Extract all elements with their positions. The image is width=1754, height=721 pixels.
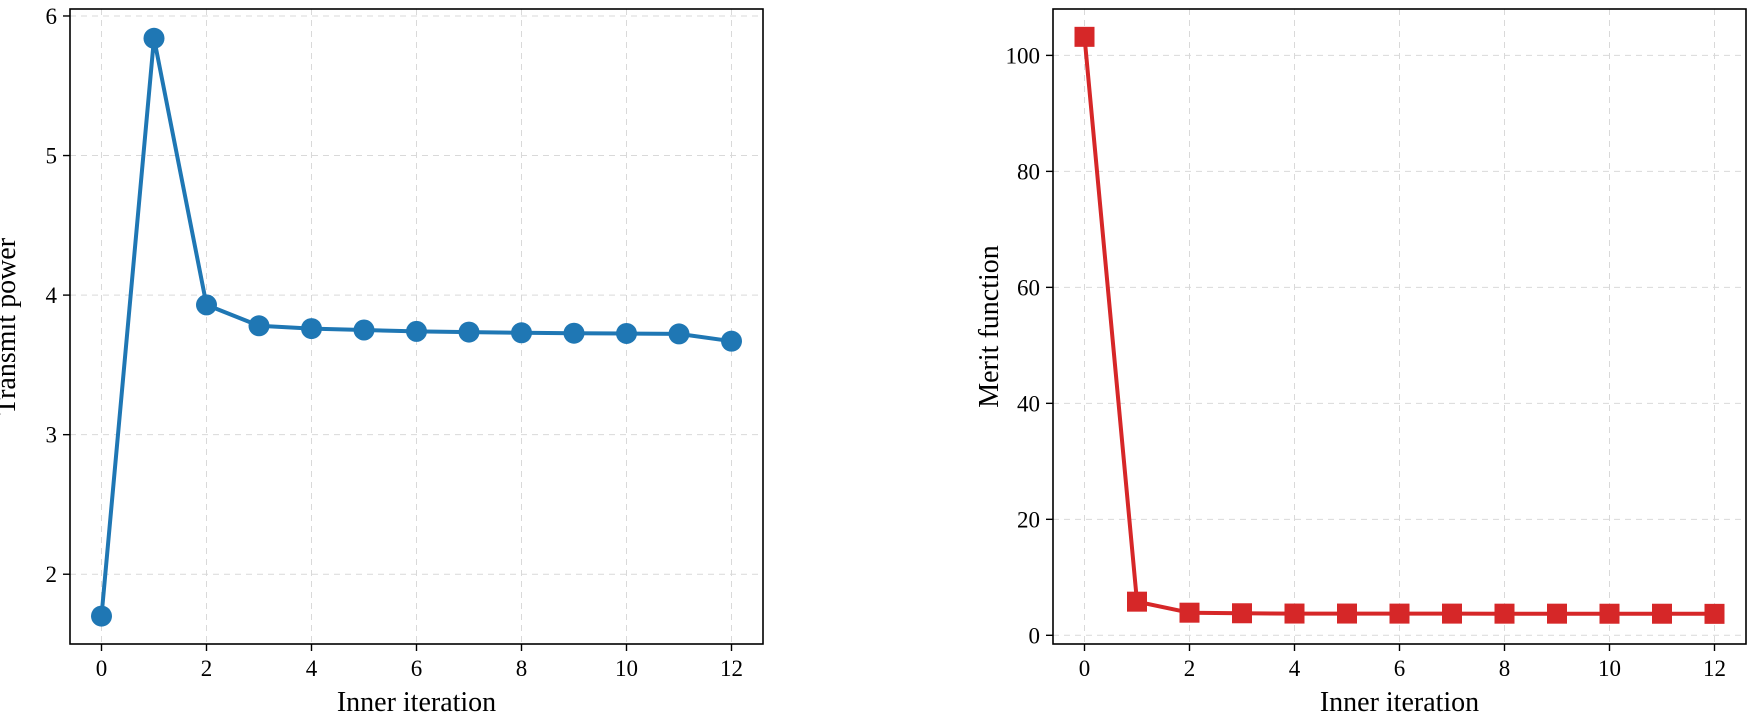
x-tick-label: 4 [1289, 656, 1301, 681]
x-tick-label: 10 [1598, 656, 1621, 681]
y-tick-label: 5 [46, 144, 58, 169]
merit-function-grid [1053, 9, 1746, 644]
x-tick-label: 4 [306, 656, 318, 681]
merit-function-x-ticks: 0 2 4 6 8 10 12 [1079, 644, 1726, 681]
y-tick-label: 80 [1017, 159, 1040, 184]
x-tick-label: 6 [1394, 656, 1406, 681]
x-tick-label: 10 [615, 656, 638, 681]
data-point-circle [301, 318, 322, 340]
transmit-power-x-ticks: 0 2 4 6 8 10 12 [96, 644, 743, 681]
y-tick-label: 40 [1017, 391, 1040, 416]
x-tick-label: 8 [516, 656, 528, 681]
data-point-square [1179, 602, 1200, 623]
merit-function-x-axis-title: Inner iteration [1320, 687, 1479, 718]
data-point-square [1337, 603, 1357, 624]
data-point-circle [406, 320, 427, 342]
data-point-square [1599, 603, 1620, 624]
data-point-circle [91, 605, 112, 627]
x-tick-label: 0 [96, 656, 108, 681]
merit-function-axes-frame [1052, 8, 1747, 645]
x-tick-label: 12 [720, 656, 743, 681]
y-tick-label: 2 [46, 562, 58, 587]
x-tick-label: 12 [1703, 656, 1726, 681]
data-point-square [1284, 603, 1305, 624]
transmit-power-chart: 0 2 4 6 8 10 12 2 3 4 5 6 Inner iteration Transmit po… [0, 4, 764, 718]
y-tick-label: 20 [1017, 507, 1040, 532]
data-point-circle [616, 322, 637, 344]
data-point-circle [721, 330, 742, 352]
x-tick-label: 2 [1184, 656, 1196, 681]
data-point-square [1547, 603, 1567, 624]
y-tick-label: 4 [46, 283, 58, 308]
data-point-circle [668, 323, 690, 345]
data-point-square [1442, 603, 1462, 624]
y-tick-label: 0 [1029, 623, 1041, 648]
y-tick-label: 6 [46, 4, 58, 29]
merit-function-chart: 0 2 4 6 8 10 12 0 20 40 60 80 100 Inner iteration Meri… [974, 8, 1747, 718]
data-point-circle [143, 27, 165, 49]
transmit-power-y-axis-title: Transmit power [0, 237, 22, 415]
data-point-square [1232, 603, 1252, 624]
transmit-power-markers [91, 27, 742, 627]
data-point-square [1704, 603, 1725, 624]
transmit-power-grid [70, 9, 763, 644]
data-point-square [1389, 603, 1410, 624]
data-point-square [1074, 26, 1095, 47]
data-point-square [1127, 591, 1147, 612]
transmit-power-axes-frame [69, 8, 764, 645]
merit-function-markers [1074, 26, 1725, 624]
x-tick-label: 2 [201, 656, 213, 681]
y-tick-label: 100 [1006, 43, 1041, 68]
data-point-square [1494, 603, 1515, 624]
merit-function-y-axis-title: Merit function [974, 245, 1005, 408]
y-tick-label: 3 [46, 423, 58, 448]
data-point-circle [248, 315, 270, 337]
transmit-power-y-ticks: 2 3 4 5 6 [46, 4, 70, 587]
x-tick-label: 8 [1499, 656, 1511, 681]
x-tick-label: 0 [1079, 656, 1091, 681]
y-tick-label: 60 [1017, 275, 1040, 300]
data-point-circle [458, 321, 480, 343]
merit-function-y-ticks: 0 20 40 60 80 100 [1006, 43, 1053, 648]
data-point-circle [563, 322, 585, 344]
x-tick-label: 6 [411, 656, 423, 681]
data-point-circle [353, 319, 375, 341]
transmit-power-x-axis-title: Inner iteration [337, 687, 496, 718]
data-point-circle [511, 322, 532, 344]
data-point-circle [196, 294, 217, 316]
data-point-square [1652, 603, 1672, 624]
